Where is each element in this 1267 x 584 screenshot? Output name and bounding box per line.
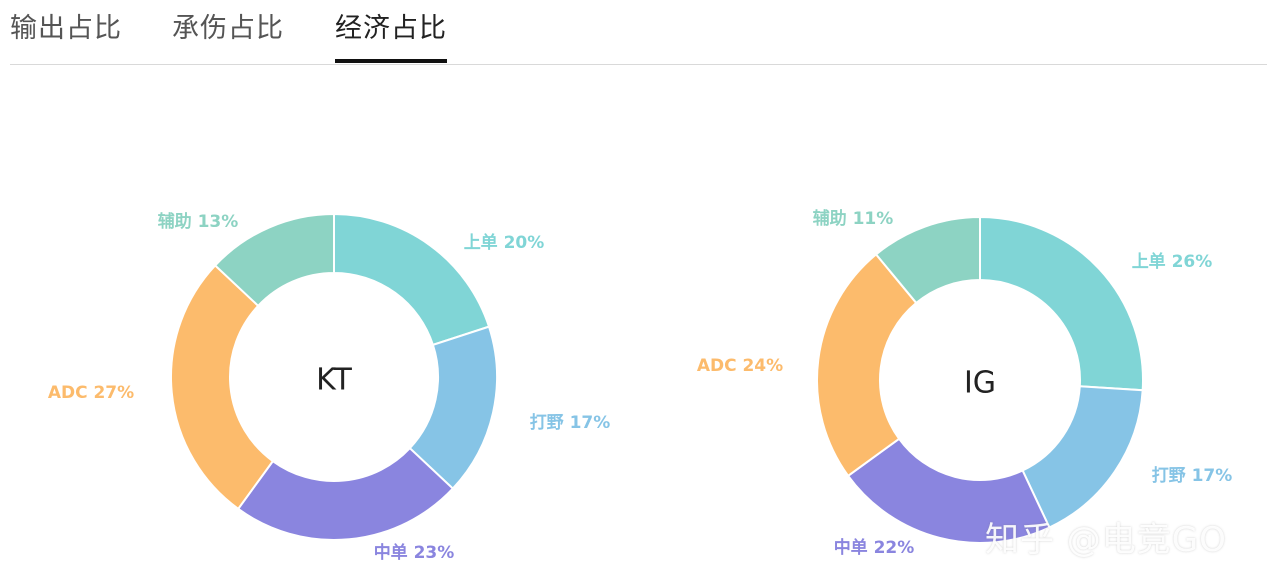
slice-label-打野: 打野 17%	[530, 412, 611, 433]
slice-label-中单: 中单 22%	[834, 537, 915, 558]
tab-damage-share[interactable]: 输出占比	[10, 13, 122, 44]
slice-ADC	[816, 252, 918, 478]
slice-label-辅助: 辅助 11%	[813, 208, 894, 229]
tab-gold-share[interactable]: 经济占比	[335, 6, 447, 63]
slice-label-ADC: ADC 27%	[48, 383, 134, 403]
slice-打野	[1021, 385, 1144, 529]
slice-ADC	[170, 264, 275, 511]
watermark: 知乎 @电竞GO	[985, 520, 1227, 560]
slice-辅助	[213, 212, 335, 308]
donut-chart-ig: 上单 26% 打野 17% 中单 22% ADC 24% 辅助 11% IG	[697, 208, 1232, 558]
slice-中单	[846, 437, 1051, 544]
chart-center-title: KT	[316, 363, 352, 398]
slice-label-打野: 打野 17%	[1152, 465, 1233, 486]
slice-label-上单: 上单 20%	[464, 232, 545, 253]
slice-label-ADC: ADC 24%	[697, 356, 783, 376]
chart-center-title: IG	[964, 366, 996, 401]
donut-chart-kt: 上单 20% 打野 17% 中单 23% ADC 27% 辅助 13% KT	[48, 211, 610, 563]
slice-label-辅助: 辅助 13%	[158, 211, 239, 232]
slice-上单	[979, 215, 1145, 392]
slice-label-上单: 上单 26%	[1132, 251, 1213, 272]
tab-damage-taken-share[interactable]: 承伤占比	[172, 13, 284, 44]
tab-bar: 输出占比 承伤占比 经济占比	[10, 0, 1267, 65]
slice-中单	[236, 446, 455, 541]
slice-辅助	[874, 215, 981, 305]
slice-label-中单: 中单 23%	[374, 542, 455, 563]
